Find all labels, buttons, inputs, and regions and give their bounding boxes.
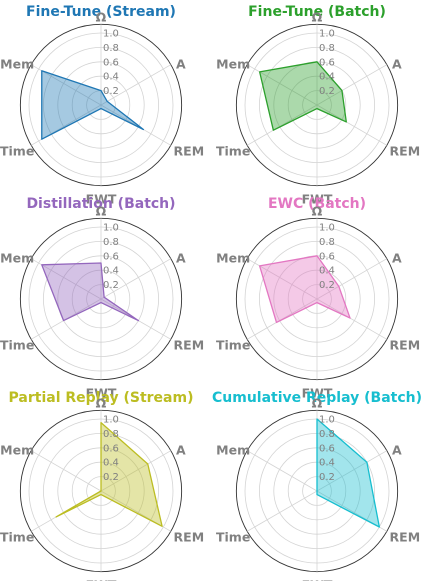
axis-spoke (316, 450, 388, 492)
series-polygon-ewc-batch (258, 255, 351, 324)
axis-label-rem: REM (390, 143, 421, 158)
tick-label: 0.4 (103, 72, 119, 83)
axis-label-a: A (392, 57, 402, 72)
axis-label-time: Time (0, 529, 34, 544)
axis-label-a: A (176, 57, 186, 72)
tick-label: 0.6 (319, 251, 335, 262)
axis-spoke (100, 64, 172, 106)
axis-label-omega: Ω (96, 9, 107, 24)
axis-label-fwt: FWT (86, 386, 117, 401)
axis-label-omega: Ω (96, 395, 107, 410)
tick-label: 1.0 (319, 29, 335, 40)
tick-label: 0.8 (103, 43, 119, 54)
axis-label-time: Time (0, 143, 34, 158)
tick-label: 0.2 (319, 280, 335, 291)
tick-label: 0.4 (319, 458, 335, 469)
tick-label: 0.6 (103, 443, 119, 454)
axis-spoke (246, 450, 318, 492)
axis-label-time: Time (216, 337, 250, 352)
chart-title-fine-tune-stream: Fine-Tune (Stream) (26, 4, 176, 20)
axis-label-a: A (392, 443, 402, 458)
axis-label-time: Time (0, 337, 34, 352)
axis-label-rem: REM (174, 337, 205, 352)
series-polygon-fine-tune-batch (258, 61, 347, 131)
radar-panel-distillation-batch: Distillation (Batch) 0.2 0.4 0.6 0.8 1.0 Ω A REM… (0, 196, 204, 401)
tick-label: 0.4 (103, 266, 119, 277)
tick-label: 0.2 (103, 86, 119, 97)
tick-label: 0.2 (103, 472, 119, 483)
axis-label-time: Time (216, 529, 250, 544)
axis-label-mem: Mem (0, 251, 34, 266)
axis-label-omega: Ω (312, 9, 323, 24)
tick-label: 0.8 (319, 237, 335, 248)
tick-label: 0.8 (103, 429, 119, 440)
tick-label: 1.0 (103, 223, 119, 234)
axis-spoke (100, 450, 172, 492)
axis-label-rem: REM (390, 337, 421, 352)
axis-label-mem: Mem (0, 443, 34, 458)
axis-label-a: A (176, 443, 186, 458)
axis-spoke (246, 258, 318, 300)
axis-spoke (316, 298, 388, 340)
axis-spoke (30, 450, 102, 492)
axis-label-time: Time (216, 143, 250, 158)
axis-label-fwt: FWT (302, 578, 333, 581)
axis-label-rem: REM (174, 529, 205, 544)
axis-label-omega: Ω (312, 203, 323, 218)
axis-label-mem: Mem (0, 57, 34, 72)
tick-label: 1.0 (319, 223, 335, 234)
axis-label-mem: Mem (216, 57, 250, 72)
axis-spoke (100, 258, 172, 300)
tick-label: 0.6 (319, 443, 335, 454)
tick-label: 0.2 (319, 472, 335, 483)
tick-label: 0.8 (103, 237, 119, 248)
tick-label: 0.2 (103, 280, 119, 291)
axis-label-a: A (392, 251, 402, 266)
axis-label-omega: Ω (312, 395, 323, 410)
series-polygon-partial-replay-stream (55, 421, 163, 527)
chart-title-fine-tune-batch: Fine-Tune (Batch) (248, 4, 386, 20)
radar-panel-ewc-batch: EWC (Batch) 0.2 0.4 0.6 0.8 1.0 Ω A REM FWT Time Me… (216, 196, 420, 401)
series-polygon-distillation-batch (41, 262, 140, 322)
radar-panel-fine-tune-stream: Fine-Tune (Stream) 0.2 0.4 0.6 0.8 1.0 Ω A REM FW… (0, 4, 204, 207)
tick-label: 0.2 (319, 86, 335, 97)
series-polygon-cumulative-replay-batch (316, 418, 381, 528)
axis-label-rem: REM (174, 143, 205, 158)
tick-label: 1.0 (319, 415, 335, 426)
tick-label: 0.4 (319, 72, 335, 83)
axis-spoke (316, 258, 388, 300)
axis-label-mem: Mem (216, 443, 250, 458)
chart-title-partial-replay-stream: Partial Replay (Stream) (9, 390, 194, 406)
radar-panel-partial-replay-stream: Partial Replay (Stream) 0.2 0.4 0.6 0.8 1.0 Ω A… (0, 390, 204, 581)
axis-label-a: A (176, 251, 186, 266)
tick-label: 0.8 (319, 43, 335, 54)
axis-label-mem: Mem (216, 251, 250, 266)
tick-label: 0.6 (103, 251, 119, 262)
tick-label: 1.0 (103, 29, 119, 40)
axis-spoke (316, 104, 388, 146)
axis-label-fwt: FWT (302, 386, 333, 401)
chart-title-ewc-batch: EWC (Batch) (268, 196, 366, 212)
axis-spoke (316, 64, 388, 106)
axis-spoke (246, 490, 318, 532)
tick-label: 0.8 (319, 429, 335, 440)
tick-label: 1.0 (103, 415, 119, 426)
axis-label-fwt: FWT (86, 192, 117, 207)
axis-spoke (246, 64, 318, 106)
series-polygon-fine-tune-stream (41, 70, 145, 140)
tick-label: 0.4 (319, 266, 335, 277)
axis-label-rem: REM (390, 529, 421, 544)
axis-label-fwt: FWT (302, 192, 333, 207)
axis-label-fwt: FWT (86, 578, 117, 581)
radar-panel-fine-tune-batch: Fine-Tune (Batch) 0.2 0.4 0.6 0.8 1.0 Ω A REM FWT… (216, 4, 420, 207)
radar-panel-cumulative-replay-batch: Cumulative Replay (Batch) 0.2 0.4 0.6 0.8 1.0… (212, 390, 422, 581)
chart-title-distillation-batch: Distillation (Batch) (26, 196, 175, 212)
tick-label: 0.6 (103, 57, 119, 68)
axis-label-omega: Ω (96, 203, 107, 218)
chart-title-cumulative-replay-batch: Cumulative Replay (Batch) (212, 390, 422, 406)
tick-label: 0.4 (103, 458, 119, 469)
tick-label: 0.6 (319, 57, 335, 68)
